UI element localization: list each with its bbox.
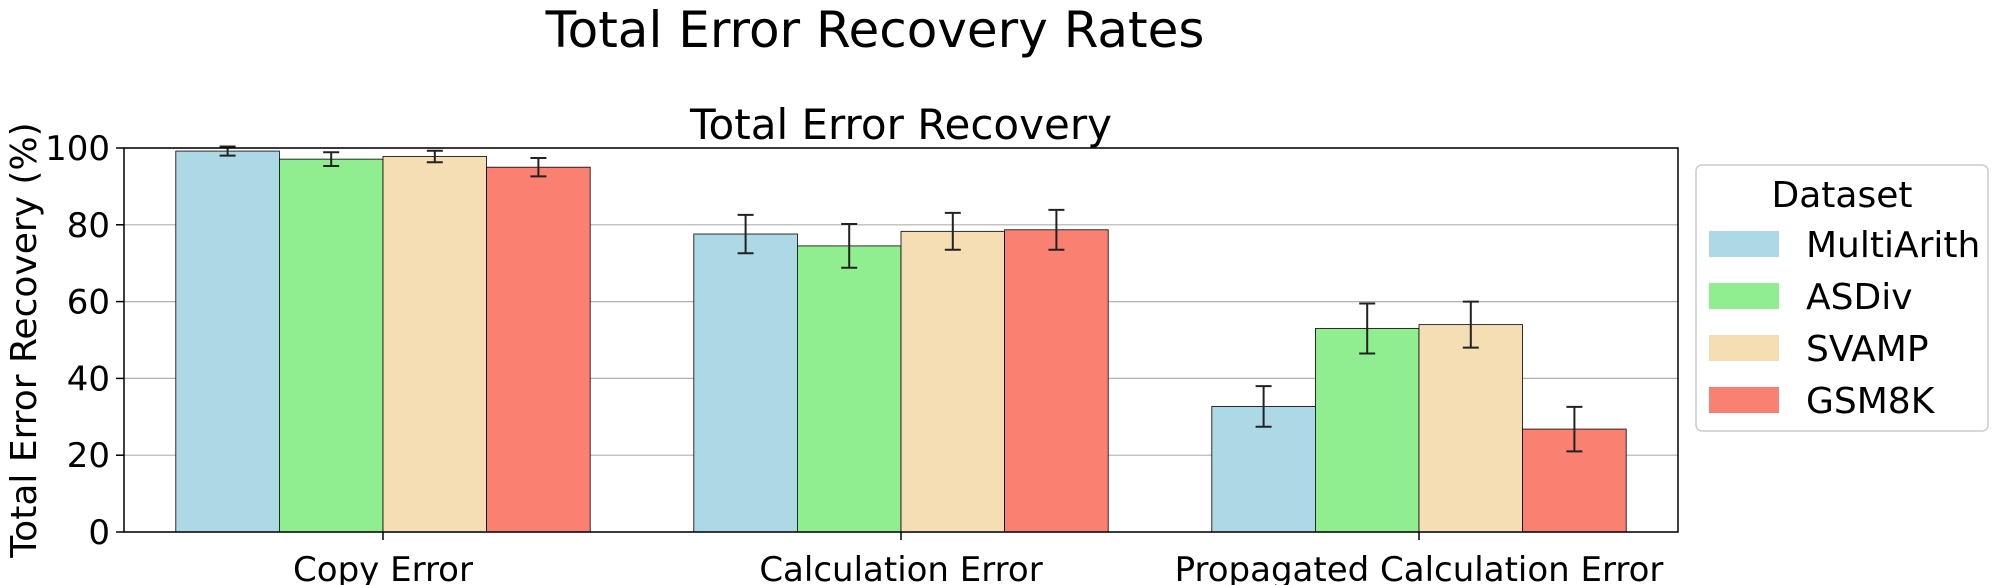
x-axis-ticks: Copy Error Calculation Error Propagated Ca…	[293, 532, 1663, 585]
error-bar	[530, 156, 547, 178]
x-tick-label: Copy Error	[293, 550, 473, 585]
legend-swatch	[1709, 283, 1779, 309]
legend-items: MultiArith ASDiv SVAMP GSM8K	[1709, 225, 1980, 422]
chart-title: Total Error Recovery	[689, 100, 1112, 149]
y-axis-label: Total Error Recovery (%)	[4, 122, 45, 558]
error-bar	[1255, 385, 1272, 428]
y-tick-label: 60	[67, 283, 110, 323]
y-axis-ticks: 0 20 40 60 80 100	[45, 129, 124, 553]
legend-item-gsm8k: GSM8K	[1709, 381, 1936, 422]
legend-label: ASDiv	[1806, 277, 1913, 318]
legend-item-multiarith: MultiArith	[1709, 225, 1980, 266]
bar-asdiv	[797, 245, 902, 533]
error-bar	[1566, 405, 1583, 453]
bar-multiarith	[175, 150, 280, 533]
x-tick-label: Propagated Calculation Error	[1175, 550, 1664, 585]
legend-label: GSM8K	[1806, 381, 1936, 422]
error-bars	[219, 145, 1583, 453]
error-bar	[323, 151, 340, 168]
error-bar	[841, 223, 858, 269]
y-tick-label: 100	[45, 129, 110, 169]
chart-suptitle: Total Error Recovery Rates	[545, 1, 1205, 59]
legend-item-svamp: SVAMP	[1709, 329, 1929, 370]
error-bar	[1048, 208, 1065, 251]
error-bar	[1462, 300, 1479, 349]
y-tick-label: 0	[88, 513, 110, 553]
legend-title: Dataset	[1772, 175, 1913, 216]
bar-asdiv	[1315, 328, 1420, 533]
bar-multiarith	[693, 233, 798, 533]
y-tick-label: 80	[67, 206, 110, 246]
bar-asdiv	[278, 158, 384, 533]
y-tick-label: 20	[67, 436, 110, 476]
error-bar	[737, 213, 754, 255]
legend-item-asdiv: ASDiv	[1709, 277, 1913, 318]
bar-gsm8k	[486, 166, 591, 533]
legend-swatch	[1709, 387, 1779, 413]
legend-label: SVAMP	[1806, 329, 1929, 370]
bar-svamp	[900, 230, 1005, 533]
legend-label: MultiArith	[1806, 225, 1980, 266]
error-bar	[944, 211, 961, 251]
bar-gsm8k	[1004, 229, 1109, 533]
error-bar	[1359, 302, 1376, 355]
error-bar	[426, 149, 443, 164]
legend-swatch	[1709, 231, 1779, 257]
y-tick-label: 40	[67, 359, 110, 399]
legend-swatch	[1709, 335, 1779, 361]
bar-svamp	[382, 156, 487, 533]
legend: Dataset MultiArith ASDiv SVAMP GSM8K	[1695, 164, 1989, 432]
x-tick-label: Calculation Error	[759, 550, 1042, 585]
bars	[175, 150, 1627, 533]
bar-svamp	[1418, 324, 1523, 533]
